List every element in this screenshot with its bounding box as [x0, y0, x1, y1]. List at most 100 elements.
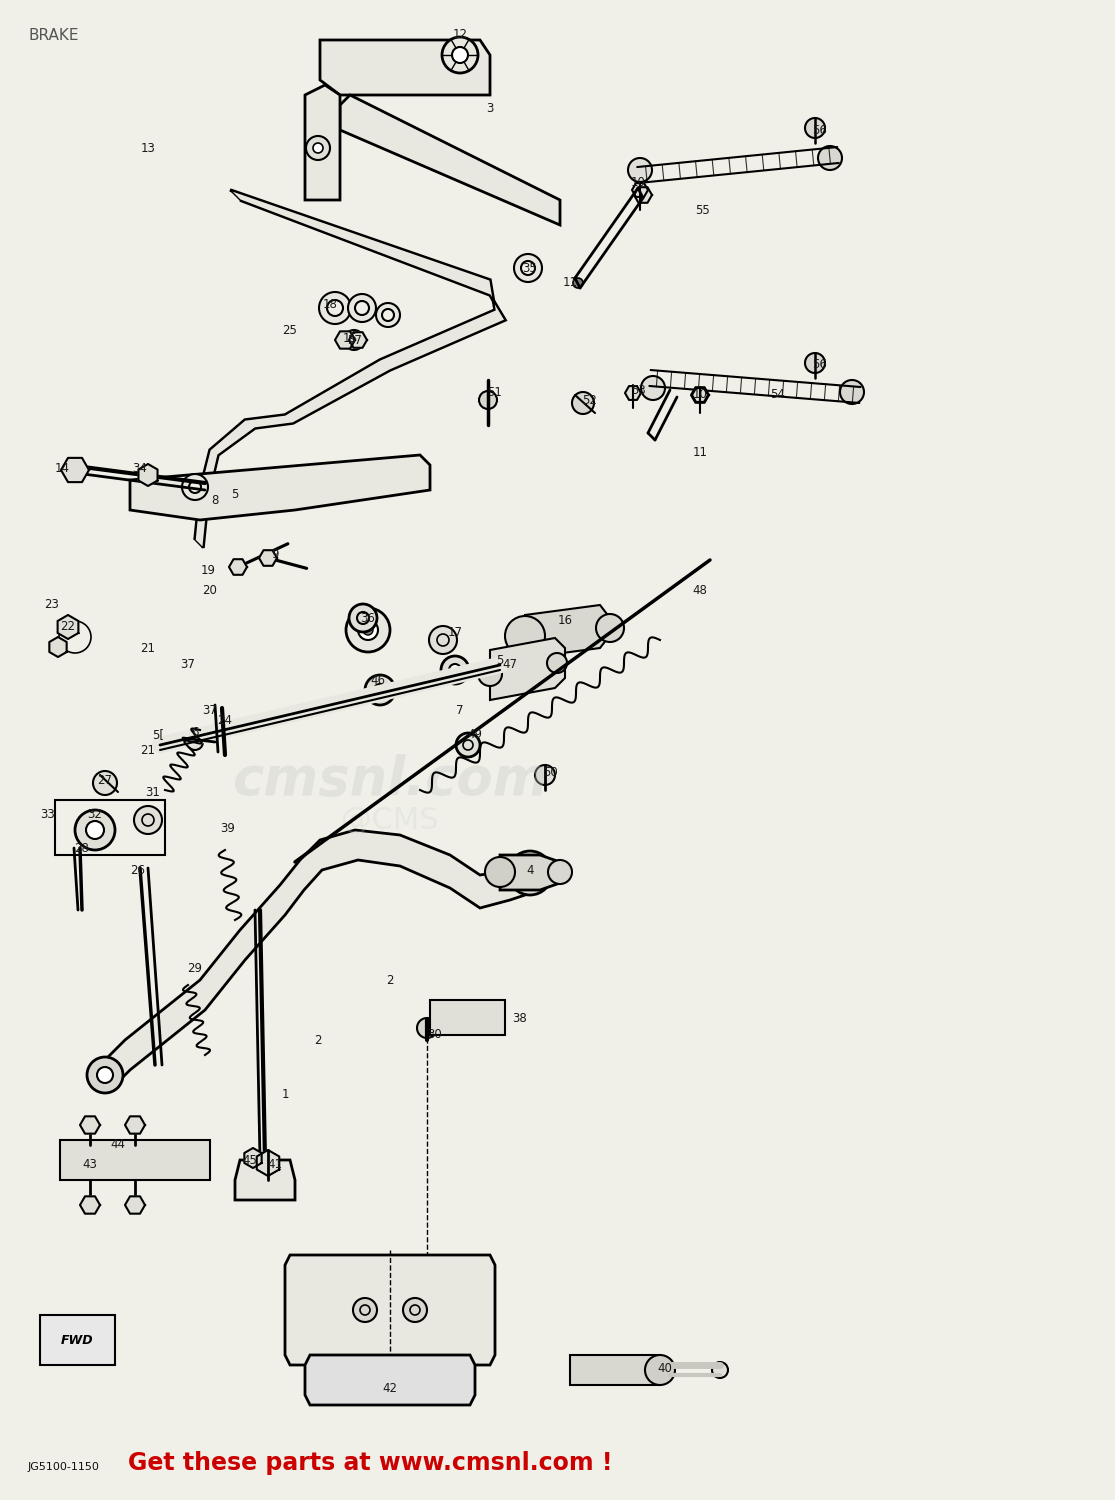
Circle shape	[187, 734, 203, 750]
Text: 9: 9	[271, 549, 279, 561]
Polygon shape	[125, 1197, 145, 1214]
Polygon shape	[634, 188, 652, 202]
Text: 32: 32	[88, 808, 103, 822]
Circle shape	[628, 158, 652, 182]
Circle shape	[143, 470, 153, 480]
Circle shape	[358, 620, 378, 640]
Circle shape	[840, 380, 864, 404]
Circle shape	[520, 862, 540, 883]
Circle shape	[93, 771, 117, 795]
Polygon shape	[130, 454, 430, 520]
Text: 14: 14	[55, 462, 69, 474]
Circle shape	[346, 608, 390, 652]
Circle shape	[262, 1156, 274, 1168]
Circle shape	[478, 662, 502, 686]
Circle shape	[818, 146, 842, 170]
Polygon shape	[235, 1160, 295, 1200]
Polygon shape	[691, 387, 709, 404]
Text: 42: 42	[382, 1382, 398, 1395]
Text: 11: 11	[692, 447, 708, 459]
Polygon shape	[60, 1140, 210, 1180]
Text: 35: 35	[523, 261, 537, 274]
Circle shape	[374, 684, 386, 696]
Polygon shape	[125, 1116, 145, 1134]
Text: 34: 34	[133, 462, 147, 474]
Circle shape	[182, 474, 209, 500]
Circle shape	[87, 1058, 123, 1094]
Circle shape	[54, 642, 62, 651]
Text: 39: 39	[221, 822, 235, 834]
Text: BRAKE: BRAKE	[28, 28, 78, 44]
Circle shape	[452, 46, 468, 63]
Text: 2: 2	[386, 974, 394, 987]
Text: 19: 19	[201, 564, 215, 576]
Text: 33: 33	[40, 808, 56, 822]
Text: 2: 2	[314, 1034, 322, 1047]
Polygon shape	[320, 40, 489, 94]
Polygon shape	[349, 332, 367, 348]
Text: 4: 4	[526, 864, 534, 876]
Text: 18: 18	[322, 298, 338, 312]
Circle shape	[442, 38, 478, 74]
Circle shape	[353, 1298, 377, 1322]
Circle shape	[403, 1298, 427, 1322]
Circle shape	[363, 626, 374, 634]
Polygon shape	[58, 615, 78, 639]
Circle shape	[508, 850, 552, 895]
Circle shape	[313, 142, 323, 153]
Text: 46: 46	[370, 674, 386, 687]
Text: 1: 1	[281, 1089, 289, 1101]
Text: 31: 31	[146, 786, 161, 800]
Polygon shape	[525, 604, 610, 658]
Circle shape	[429, 626, 457, 654]
Circle shape	[417, 1019, 437, 1038]
Circle shape	[349, 604, 377, 631]
Text: 37: 37	[203, 704, 217, 717]
Text: 23: 23	[45, 598, 59, 612]
Text: 57: 57	[348, 333, 362, 346]
Text: 52: 52	[582, 393, 598, 406]
Polygon shape	[626, 386, 641, 400]
Circle shape	[505, 616, 545, 656]
Text: 47: 47	[503, 658, 517, 672]
Circle shape	[355, 302, 369, 315]
Text: 16: 16	[558, 614, 572, 627]
Text: FWD: FWD	[60, 1334, 94, 1347]
Circle shape	[641, 376, 665, 400]
Text: cmsnl.com: cmsnl.com	[232, 754, 547, 806]
Circle shape	[306, 136, 330, 160]
Text: 45: 45	[243, 1154, 258, 1167]
Polygon shape	[244, 1148, 262, 1168]
Text: 54: 54	[770, 388, 785, 402]
Text: 50: 50	[543, 766, 558, 780]
Text: 17: 17	[447, 626, 463, 639]
Polygon shape	[61, 458, 89, 482]
Circle shape	[521, 261, 535, 274]
Polygon shape	[229, 560, 248, 574]
Circle shape	[805, 352, 825, 374]
Polygon shape	[340, 94, 560, 225]
Circle shape	[190, 482, 201, 494]
Bar	[430, 1000, 505, 1035]
Text: 25: 25	[282, 324, 298, 336]
Text: 11: 11	[562, 276, 578, 290]
Text: 10: 10	[631, 177, 646, 189]
Polygon shape	[95, 830, 540, 1084]
Text: 27: 27	[97, 774, 113, 786]
Circle shape	[382, 309, 394, 321]
Circle shape	[479, 392, 497, 410]
Text: 51: 51	[487, 387, 503, 399]
Circle shape	[449, 664, 460, 676]
Polygon shape	[334, 332, 355, 348]
Text: 30: 30	[428, 1029, 443, 1041]
Circle shape	[442, 656, 469, 684]
Text: 21: 21	[140, 642, 155, 654]
Text: 53: 53	[631, 384, 646, 396]
Text: 28: 28	[75, 842, 89, 855]
Text: @CMS: @CMS	[341, 806, 439, 834]
Text: 56: 56	[813, 123, 827, 136]
Text: 5: 5	[231, 489, 239, 501]
Text: 56: 56	[813, 358, 827, 372]
Text: 41: 41	[268, 1158, 282, 1172]
Circle shape	[62, 621, 74, 633]
